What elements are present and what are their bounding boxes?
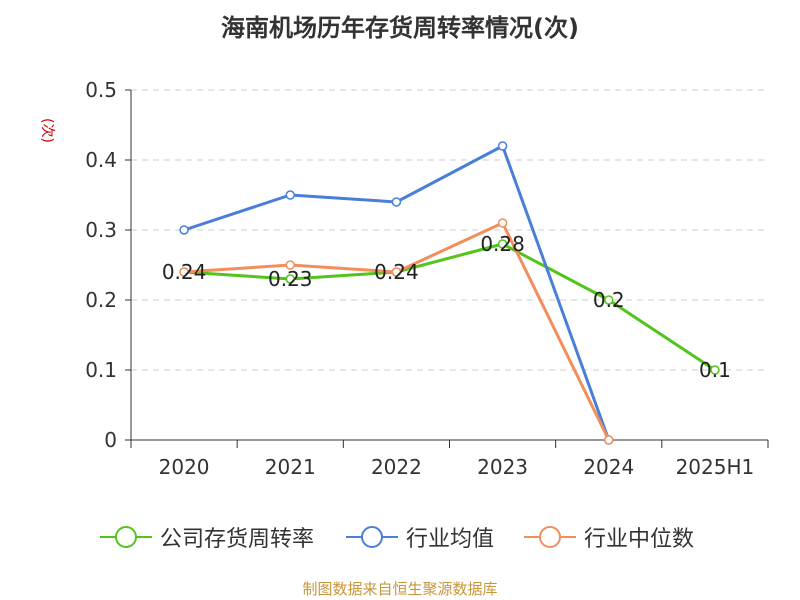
series-line-2 xyxy=(183,221,611,441)
legend-marker-industry-median xyxy=(524,526,576,548)
series-point-1 xyxy=(391,197,402,207)
data-label: 0.28 xyxy=(480,232,525,256)
data-label: 0.2 xyxy=(593,288,625,312)
series-point-2 xyxy=(285,260,295,270)
x-tick-label: 2024 xyxy=(583,455,634,479)
series-point-0 xyxy=(497,239,508,249)
chart-title: 海南机场历年存货周转率情况(次) xyxy=(221,14,579,42)
legend-marker-company xyxy=(100,526,152,548)
legend-marker-industry-mean xyxy=(346,526,398,548)
series-point-0 xyxy=(710,365,720,375)
series-point-1 xyxy=(285,190,295,200)
data-label: 0.24 xyxy=(374,260,419,284)
data-source-note: 制图数据来自恒生聚源数据库 xyxy=(302,580,498,598)
y-tick-label: 0.1 xyxy=(85,358,117,382)
series-point-2 xyxy=(391,267,402,277)
y-tick-label: 0.5 xyxy=(85,78,117,102)
y-tick-label: 0 xyxy=(104,428,117,452)
x-tick-label: 2021 xyxy=(265,455,316,479)
series-point-0 xyxy=(604,295,614,305)
series-point-0 xyxy=(285,274,295,284)
series-point-2 xyxy=(179,267,189,277)
data-label: 0.24 xyxy=(162,260,207,284)
y-tick-label: 0.2 xyxy=(85,288,117,312)
series-point-2 xyxy=(497,218,508,228)
legend-label-industry-mean: 行业均值 xyxy=(406,527,495,552)
series-line-1 xyxy=(183,144,611,441)
series-line-0 xyxy=(183,242,716,372)
legend-item-industry-median[interactable]: 行业中位数 xyxy=(524,520,694,554)
y-tick-label: 0.4 xyxy=(85,148,117,172)
series-point-1 xyxy=(497,141,508,151)
series-point-2 xyxy=(604,435,614,445)
legend-item-industry-mean[interactable]: 行业均值 xyxy=(346,520,494,554)
series-point-1 xyxy=(179,225,189,235)
legend-label-company: 公司存货周转率 xyxy=(160,527,315,552)
legend-item-company[interactable]: 公司存货周转率 xyxy=(100,520,314,554)
x-tick-label: 2023 xyxy=(477,455,528,479)
legend-label-industry-median: 行业中位数 xyxy=(584,527,695,552)
x-tick-label: 2025H1 xyxy=(676,455,755,479)
x-tick-label: 2022 xyxy=(371,455,422,479)
data-label: 0.23 xyxy=(268,267,313,291)
y-tick-label: 0.3 xyxy=(85,218,117,242)
chart-legend: 公司存货周转率 行业均值 行业中位数 xyxy=(0,520,800,554)
data-label: 0.1 xyxy=(699,358,731,382)
x-tick-label: 2020 xyxy=(159,455,210,479)
